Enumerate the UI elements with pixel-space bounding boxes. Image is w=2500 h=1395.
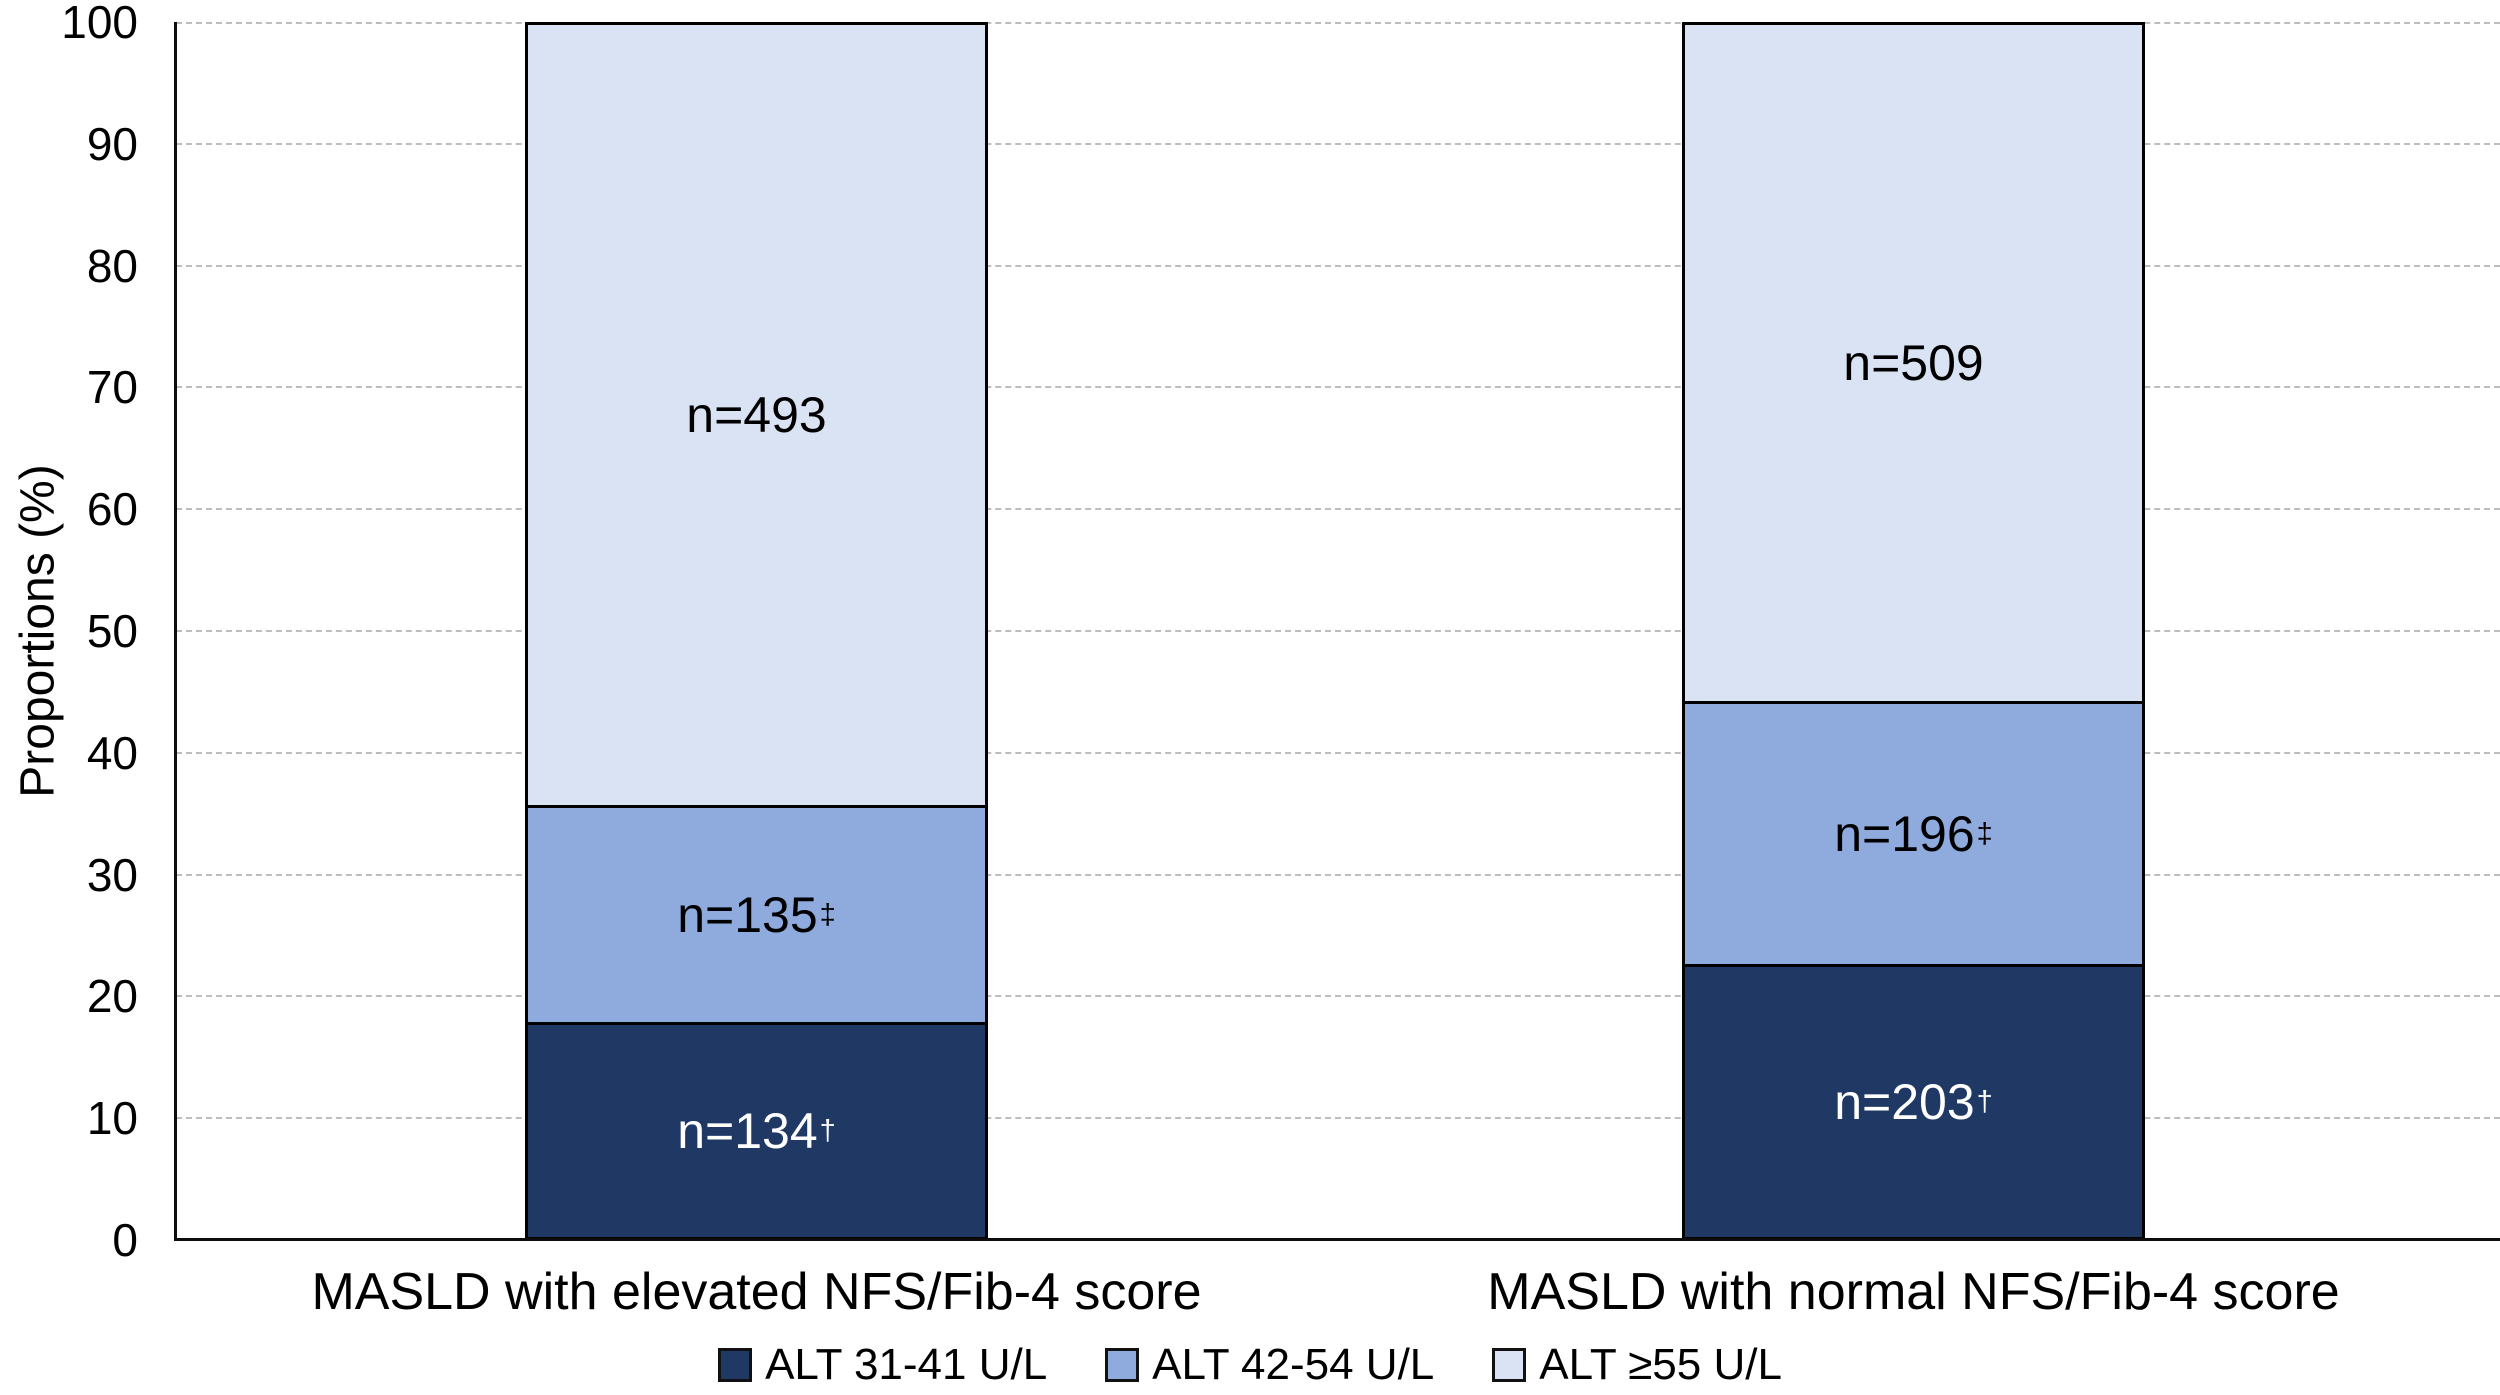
segment-count-label: n=203	[1834, 1074, 1975, 1131]
bar-1-segment: n=493	[528, 25, 985, 806]
segment-count-label: n=493	[686, 387, 827, 444]
bar-2-segment: n=203 †	[1685, 964, 2142, 1237]
legend-item: ALT 42-54 U/L	[1105, 1340, 1434, 1390]
bar-2-segment: n=509	[1685, 25, 2142, 702]
gridline-50	[176, 630, 2500, 632]
gridline-10	[176, 1117, 2500, 1120]
segment-count-label: n=134	[677, 1102, 818, 1159]
gridline-40	[176, 751, 2500, 754]
y-tick-label-70: 70	[86, 361, 138, 414]
legend-label: ALT 31-41 U/L	[765, 1340, 1048, 1389]
y-axis-line	[174, 22, 177, 1240]
gridline-30	[176, 873, 2500, 876]
category-label-1: MASLD with elevated NFS/Fib-4 score	[311, 1263, 1202, 1321]
legend-label: ALT ≥55 U/L	[1539, 1340, 1782, 1389]
legend-item: ALT ≥55 U/L	[1492, 1340, 1782, 1390]
gridline-70	[176, 386, 2500, 389]
gridline-60	[176, 508, 2500, 511]
bar-1-segment: n=135 ‡	[528, 805, 985, 1022]
category-label-2: MASLD with normal NFS/Fib-4 score	[1487, 1263, 2340, 1321]
y-tick-label-0: 0	[112, 1214, 138, 1266]
segment-count-label: n=135	[677, 887, 818, 944]
bar-2: n=509 n=196 ‡ n=203 †	[1682, 22, 2145, 1240]
legend-label: ALT 42-54 U/L	[1152, 1340, 1435, 1389]
y-tick-label-40: 40	[86, 726, 138, 779]
y-tick-label-30: 30	[86, 848, 138, 901]
y-tick-label-100: 100	[61, 0, 138, 48]
gridline-100	[176, 22, 2500, 24]
segment-count-label: n=509	[1843, 335, 1984, 392]
segment-count-label: n=196	[1834, 806, 1975, 863]
x-axis-line	[174, 1238, 2500, 1241]
y-tick-label-10: 10	[86, 1092, 138, 1145]
bar-1-segment: n=134 †	[528, 1021, 985, 1238]
y-tick-label-50: 50	[86, 605, 138, 657]
plot-area: n=493 n=135 ‡ n=134 † n=509 n=196 ‡ n=203 †	[174, 22, 2500, 1241]
legend: ALT 31-41 U/L ALT 42-54 U/L ALT ≥55 U/L	[0, 1340, 2500, 1390]
y-tick-label-20: 20	[86, 970, 138, 1023]
legend-color-marker	[1105, 1348, 1140, 1382]
legend-color-marker	[1492, 1348, 1527, 1382]
y-tick-label-60: 60	[86, 483, 138, 536]
legend-item: ALT 31-41 U/L	[718, 1340, 1047, 1390]
bar-1: n=493 n=135 ‡ n=134 †	[525, 22, 988, 1240]
gridline-80	[176, 264, 2500, 267]
gridline-90	[176, 142, 2500, 145]
y-tick-label-90: 90	[86, 117, 138, 170]
bar-2-segment: n=196 ‡	[1685, 701, 2142, 965]
legend-color-marker	[718, 1348, 753, 1382]
y-tick-label-80: 80	[86, 239, 138, 292]
gridline-20	[176, 995, 2500, 998]
